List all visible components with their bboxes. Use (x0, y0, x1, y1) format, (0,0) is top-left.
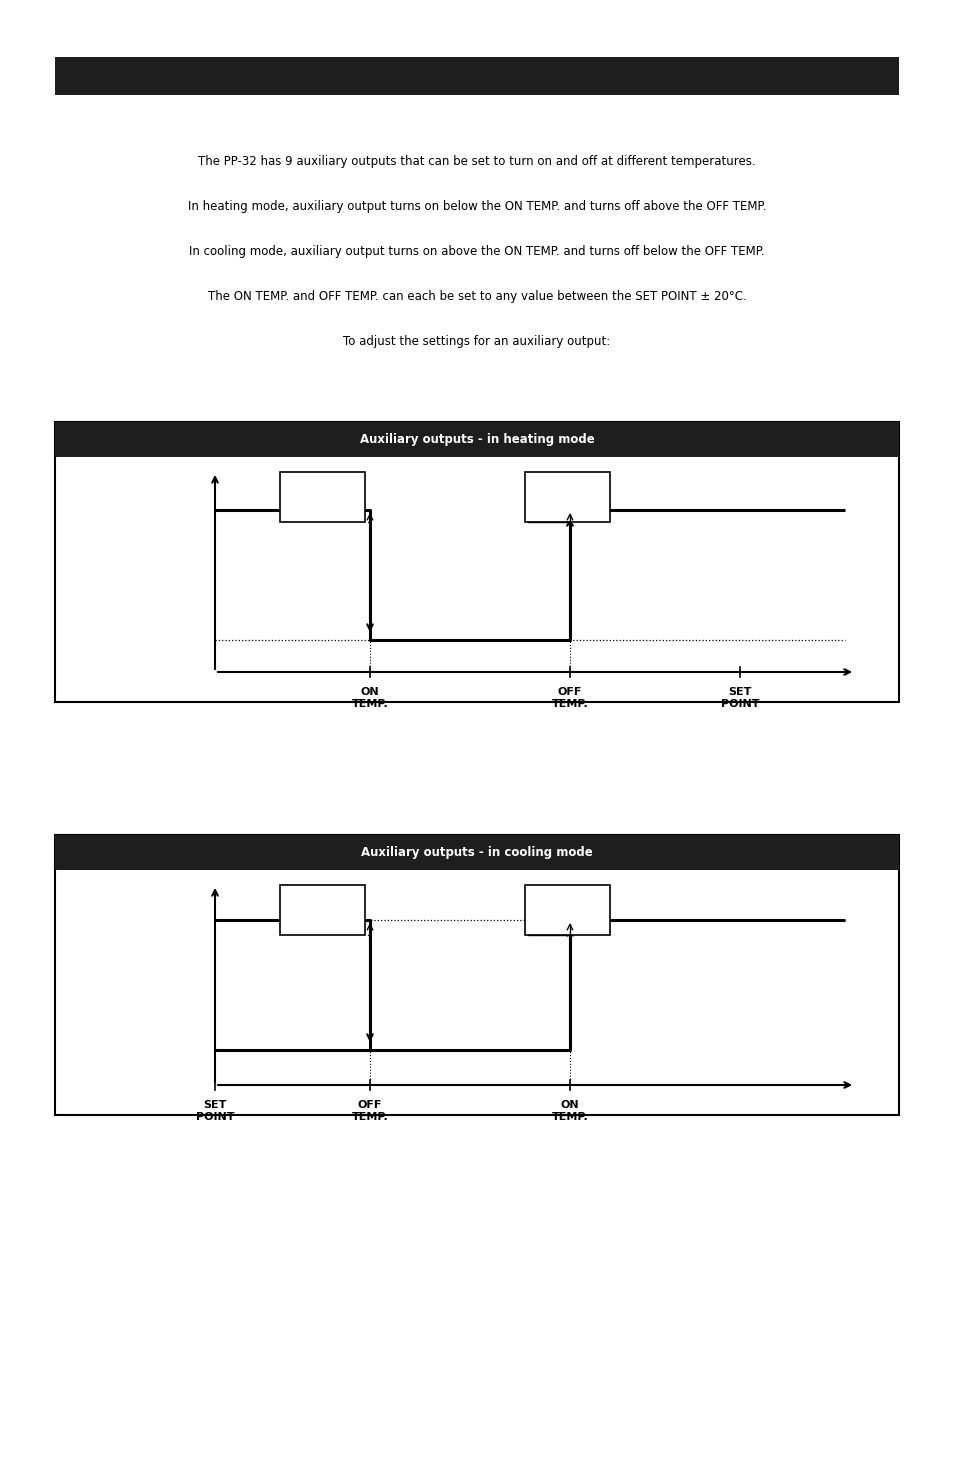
Text: SET
POINT: SET POINT (720, 687, 759, 708)
Text: Auxiliary outputs - in cooling mode: Auxiliary outputs - in cooling mode (361, 847, 592, 858)
Text: OFF
TEMP.: OFF TEMP. (352, 1100, 388, 1121)
Bar (55, 422, 898, 702)
Bar (280, 472, 365, 522)
Text: Auxiliary outputs - in heating mode: Auxiliary outputs - in heating mode (359, 434, 594, 445)
Text: SET
POINT: SET POINT (195, 1100, 234, 1121)
Text: In heating mode, auxiliary output turns on below the ON TEMP. and turns off abov: In heating mode, auxiliary output turns … (188, 201, 765, 212)
Text: In cooling mode, auxiliary output turns on above the ON TEMP. and turns off belo: In cooling mode, auxiliary output turns … (189, 245, 764, 258)
Bar (55, 58, 898, 94)
Text: ON
TEMP.: ON TEMP. (352, 687, 388, 708)
Text: The ON TEMP. and OFF TEMP. can each be set to any value between the SET POINT ± : The ON TEMP. and OFF TEMP. can each be s… (208, 291, 745, 302)
Text: To adjust the settings for an auxiliary output:: To adjust the settings for an auxiliary … (343, 335, 610, 348)
Bar (524, 472, 609, 522)
Bar (55, 422, 898, 457)
Bar (524, 885, 609, 935)
Bar (280, 885, 365, 935)
Text: OFF
TEMP.: OFF TEMP. (551, 687, 588, 708)
Bar (55, 835, 898, 870)
Bar (55, 835, 898, 1115)
Text: The PP-32 has 9 auxiliary outputs that can be set to turn on and off at differen: The PP-32 has 9 auxiliary outputs that c… (198, 155, 755, 168)
Text: ON
TEMP.: ON TEMP. (551, 1100, 588, 1121)
